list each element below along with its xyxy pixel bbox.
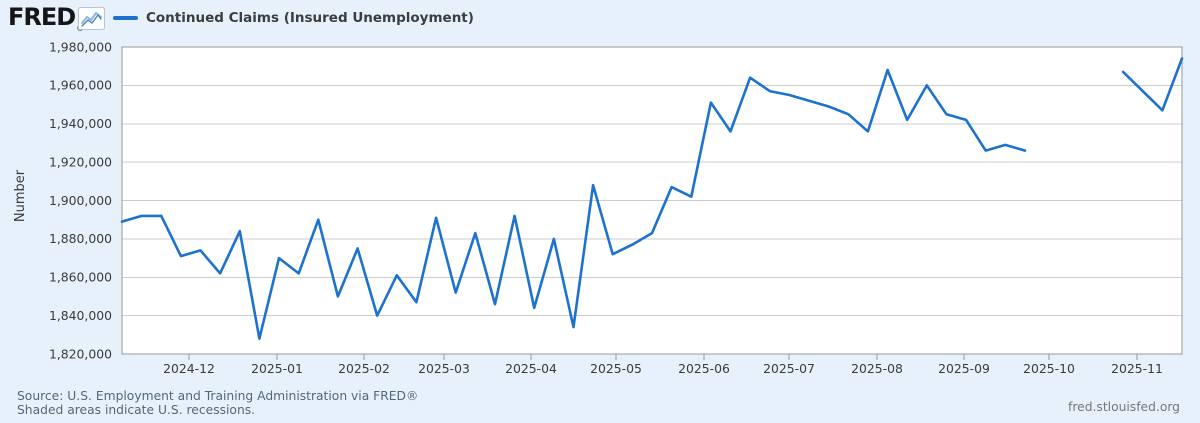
y-axis-tick-label: 1,960,000 xyxy=(49,78,112,93)
fred-sparkline-icon xyxy=(78,7,105,34)
fred-logo: FRED® xyxy=(8,3,84,36)
y-axis-tick-label: 1,940,000 xyxy=(49,116,112,131)
y-axis-title: Number xyxy=(13,169,28,223)
plot-border xyxy=(121,46,1183,355)
y-axis-tick-label: 1,840,000 xyxy=(49,308,112,323)
fred-site-link[interactable]: fred.stlouisfed.org xyxy=(1068,400,1180,414)
x-axis-tick-label: 2025-05 xyxy=(590,361,642,376)
x-axis-tick-label: 2025-08 xyxy=(851,361,903,376)
legend-series-label: Continued Claims (Insured Unemployment) xyxy=(146,10,474,26)
x-axis-tick-label: 2025-02 xyxy=(338,361,390,376)
x-axis-tick-label: 2024-12 xyxy=(163,361,215,376)
x-axis-tick-label: 2025-03 xyxy=(418,361,470,376)
y-axis-tick-label: 1,860,000 xyxy=(49,270,112,285)
recession-note: Shaded areas indicate U.S. recessions. xyxy=(17,403,256,418)
y-axis-tick-label: 1,880,000 xyxy=(49,231,112,246)
x-axis-tick-label: 2025-01 xyxy=(251,361,303,376)
y-axis-tick-label: 1,980,000 xyxy=(49,39,112,54)
y-axis-tick-label: 1,920,000 xyxy=(49,154,112,169)
x-axis-tick-label: 2025-04 xyxy=(505,361,557,376)
x-axis-tick-label: 2025-11 xyxy=(1111,361,1163,376)
y-axis-tick-label: 1,820,000 xyxy=(49,346,112,361)
series-continued-claims[interactable] xyxy=(120,57,1184,340)
x-axis-tick-label: 2025-07 xyxy=(763,361,815,376)
source-note: Source: U.S. Employment and Training Adm… xyxy=(17,389,419,403)
x-axis-tick-label: 2025-06 xyxy=(678,361,730,376)
legend-series-dash xyxy=(113,16,138,20)
chart-notes: Source: U.S. Employment and Training Adm… xyxy=(17,389,418,418)
y-axis-tick-label: 1,900,000 xyxy=(49,193,112,208)
fred-logo-text: FRED xyxy=(8,3,76,31)
x-axis-tick-label: 2025-09 xyxy=(938,361,990,376)
x-axis-tick-label: 2025-10 xyxy=(1023,361,1075,376)
